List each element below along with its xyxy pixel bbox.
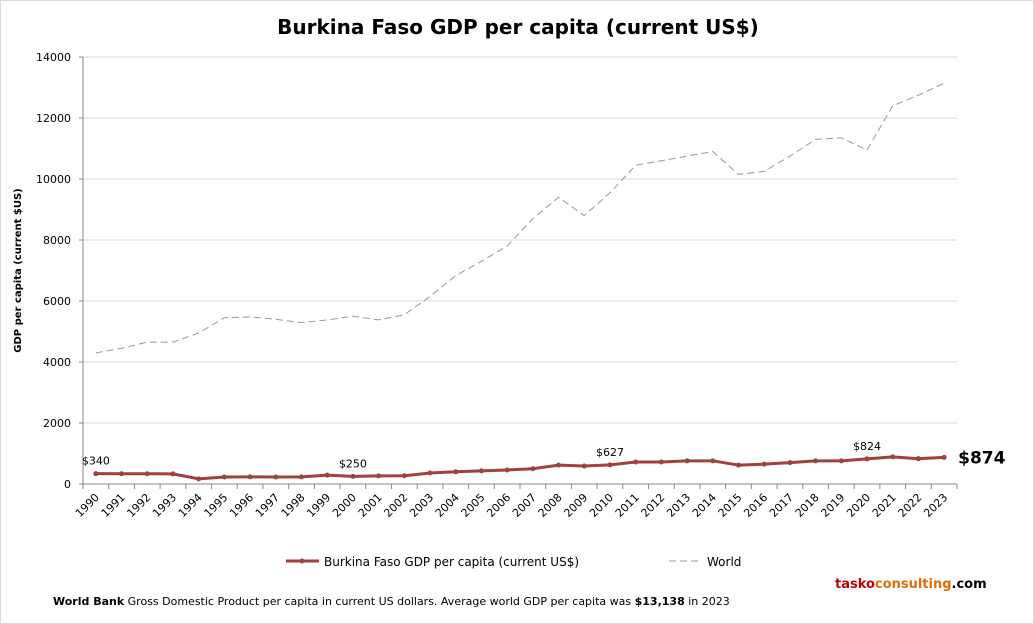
- data-point-burkina-faso: [941, 454, 947, 460]
- data-point-burkina-faso: [633, 459, 639, 465]
- data-point-burkina-faso: [530, 466, 536, 472]
- data-point-burkina-faso: [710, 458, 716, 464]
- x-tick-label: 1991: [99, 491, 128, 520]
- data-point-burkina-faso: [890, 454, 896, 460]
- series-line-burkina-faso: [95, 455, 945, 481]
- footer-value: $13,138: [634, 595, 685, 608]
- brand-part-2: consulting: [874, 577, 952, 592]
- x-tick-label: 1994: [176, 491, 205, 520]
- data-point-burkina-faso: [556, 462, 562, 468]
- data-point-burkina-faso: [273, 474, 279, 480]
- data-label: $627: [596, 446, 624, 459]
- x-tick-label: 1990: [73, 491, 102, 520]
- x-tick-label: 2008: [536, 491, 565, 520]
- data-point-burkina-faso: [144, 471, 150, 477]
- data-point-burkina-faso: [787, 460, 793, 466]
- data-point-burkina-faso: [504, 467, 510, 473]
- data-point-burkina-faso: [247, 474, 253, 480]
- data-point-burkina-faso: [478, 468, 484, 474]
- data-point-burkina-faso: [401, 473, 407, 479]
- x-tick-label: 2020: [844, 491, 873, 520]
- data-point-burkina-faso: [196, 476, 202, 482]
- x-tick-label: 1997: [253, 491, 282, 520]
- chart-title: Burkina Faso GDP per capita (current US$…: [277, 15, 759, 39]
- data-point-burkina-faso: [119, 471, 125, 477]
- x-tick-label: 2003: [407, 491, 436, 520]
- footer-text: Gross Domestic Product per capita in cur…: [124, 595, 635, 608]
- x-tick-label: 2013: [664, 491, 693, 520]
- x-tick-label: 2015: [716, 491, 745, 520]
- x-tick-label: 2023: [921, 491, 950, 520]
- data-point-burkina-faso: [93, 471, 99, 477]
- data-point-burkina-faso: [221, 474, 227, 480]
- y-tick-label: 6000: [43, 295, 71, 308]
- y-tick-label: 4000: [43, 356, 71, 369]
- data-point-burkina-faso: [453, 469, 459, 475]
- data-label: $340: [82, 455, 110, 468]
- x-tick-label: 2004: [433, 491, 462, 520]
- data-point-burkina-faso: [761, 461, 767, 467]
- y-tick-label: 8000: [43, 234, 71, 247]
- brand-part-1: tasko: [835, 577, 875, 592]
- x-tick-label: 2007: [510, 491, 539, 520]
- data-point-burkina-faso: [299, 474, 304, 480]
- legend-marker-burkina-faso: [299, 558, 305, 564]
- brand-logo: taskoconsulting.com: [835, 577, 987, 592]
- x-tick-label: 2001: [356, 491, 385, 520]
- x-tick-label: 2022: [896, 491, 925, 520]
- brand-part-3: .com: [951, 577, 987, 592]
- x-tick-label: 2005: [459, 491, 488, 520]
- y-tick-label: 10000: [36, 173, 71, 186]
- data-point-burkina-faso: [427, 470, 433, 476]
- data-label: $874: [958, 448, 1005, 468]
- data-point-burkina-faso: [607, 462, 613, 468]
- footer-source: World Bank: [53, 595, 125, 608]
- x-tick-label: 2021: [870, 491, 899, 520]
- x-tick-label: 2019: [818, 491, 847, 520]
- data-label: $250: [339, 457, 367, 470]
- x-tick-label: 2002: [381, 491, 410, 520]
- data-point-burkina-faso: [864, 456, 870, 462]
- data-point-burkina-faso: [915, 456, 921, 462]
- legend-label-world: World: [707, 555, 741, 569]
- data-point-burkina-faso: [170, 471, 176, 477]
- footer-note: World Bank Gross Domestic Product per ca…: [53, 595, 730, 608]
- x-tick-label: 2006: [484, 491, 513, 520]
- x-tick-label: 1999: [304, 491, 333, 520]
- y-tick-label: 0: [64, 478, 71, 491]
- x-tick-label: 2009: [561, 491, 590, 520]
- y-tick-label: 2000: [43, 417, 71, 430]
- data-point-burkina-faso: [813, 458, 819, 464]
- legend-label-burkina-faso: Burkina Faso GDP per capita (current US$…: [324, 555, 579, 569]
- data-label: $824: [853, 440, 881, 453]
- footer-text-end: in 2023: [684, 595, 730, 608]
- x-tick-label: 2014: [690, 491, 719, 520]
- x-tick-label: 1995: [202, 491, 231, 520]
- data-point-burkina-faso: [736, 462, 741, 468]
- x-tick-label: 2010: [587, 491, 616, 520]
- data-point-burkina-faso: [658, 459, 664, 465]
- x-tick-label: 2011: [613, 491, 642, 520]
- x-tick-label: 2016: [741, 491, 770, 520]
- x-tick-label: 2012: [639, 491, 668, 520]
- x-tick-label: 2018: [793, 491, 822, 520]
- y-axis-title: GDP per capita (current $US): [13, 188, 24, 352]
- x-tick-label: 2017: [767, 491, 796, 520]
- series-line-world: [95, 82, 945, 354]
- x-tick-label: 1996: [227, 491, 256, 520]
- data-point-burkina-faso: [581, 463, 587, 469]
- data-point-burkina-faso: [684, 458, 690, 464]
- data-point-burkina-faso: [838, 458, 844, 464]
- y-tick-label: 14000: [36, 51, 71, 64]
- x-tick-label: 1992: [124, 491, 153, 520]
- x-tick-label: 1993: [150, 491, 179, 520]
- x-tick-label: 2000: [330, 491, 359, 520]
- data-point-burkina-faso: [376, 473, 382, 479]
- y-tick-label: 12000: [36, 112, 71, 125]
- data-point-burkina-faso: [324, 472, 330, 478]
- data-point-burkina-faso: [350, 473, 356, 479]
- x-tick-label: 1998: [279, 491, 308, 520]
